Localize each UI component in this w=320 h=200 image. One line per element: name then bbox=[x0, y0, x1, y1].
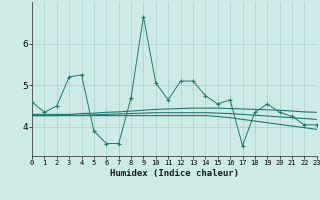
X-axis label: Humidex (Indice chaleur): Humidex (Indice chaleur) bbox=[110, 169, 239, 178]
